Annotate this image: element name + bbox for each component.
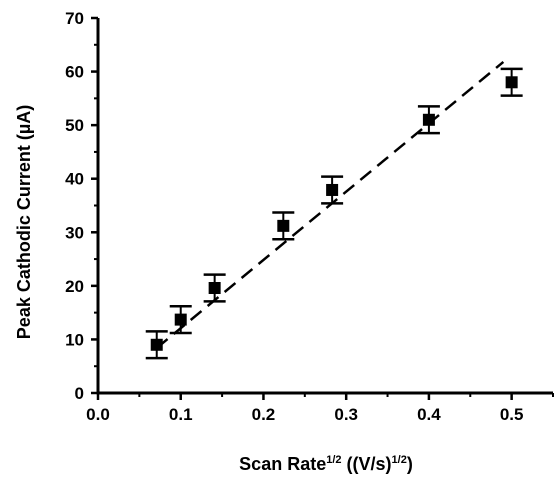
- tick-labels: 0 10 20 30 40 50 60 70 0.0 0.1 0.2 0.3 0.4 0.5: [65, 9, 523, 424]
- x-tick-label: 0.2: [252, 405, 276, 424]
- y-axis-title: Peak Cathodic Current (µA): [14, 105, 34, 339]
- x-axis-title: Scan Rate1/2 ((V/s)1/2): [239, 454, 413, 474]
- y-tick-label: 20: [65, 277, 84, 296]
- data-point: [417, 105, 440, 135]
- y-tick-label: 0: [75, 384, 84, 403]
- x-axis-title-units: ((V/s): [342, 454, 392, 474]
- data-point: [203, 273, 226, 303]
- x-axis-title-suffix: ): [407, 454, 413, 474]
- data-point: [500, 67, 523, 97]
- y-tick-label: 60: [65, 63, 84, 82]
- y-tick-label: 40: [65, 170, 84, 189]
- square-marker: [326, 183, 339, 196]
- axes: [96, 18, 553, 395]
- x-axis-title-prefix: Scan Rate: [239, 454, 326, 474]
- x-tick-label: 0.3: [334, 405, 358, 424]
- y-tick-label: 10: [65, 330, 84, 349]
- square-marker: [174, 313, 187, 326]
- x-axis-title-units-sup: 1/2: [392, 454, 407, 466]
- y-tick-label: 50: [65, 116, 84, 135]
- y-tick-label: 30: [65, 223, 84, 242]
- square-marker: [505, 76, 518, 89]
- data-point: [169, 304, 192, 335]
- data-point: [272, 211, 295, 241]
- fit-line: [155, 60, 505, 349]
- square-marker: [150, 338, 163, 351]
- axis-ticks: [91, 16, 554, 400]
- x-tick-label: 0.0: [86, 405, 110, 424]
- x-tick-label: 0.5: [500, 405, 524, 424]
- square-marker: [208, 282, 221, 294]
- x-axis-title-prefix-sup: 1/2: [326, 454, 341, 466]
- x-tick-label: 0.1: [169, 405, 193, 424]
- x-tick-label: 0.4: [417, 405, 441, 424]
- data-point: [145, 330, 168, 360]
- data-points: [145, 67, 523, 360]
- data-point: [321, 175, 344, 205]
- square-marker: [422, 113, 435, 126]
- square-marker: [277, 219, 290, 232]
- y-tick-label: 70: [65, 9, 84, 28]
- fit-line-layer: [155, 60, 505, 349]
